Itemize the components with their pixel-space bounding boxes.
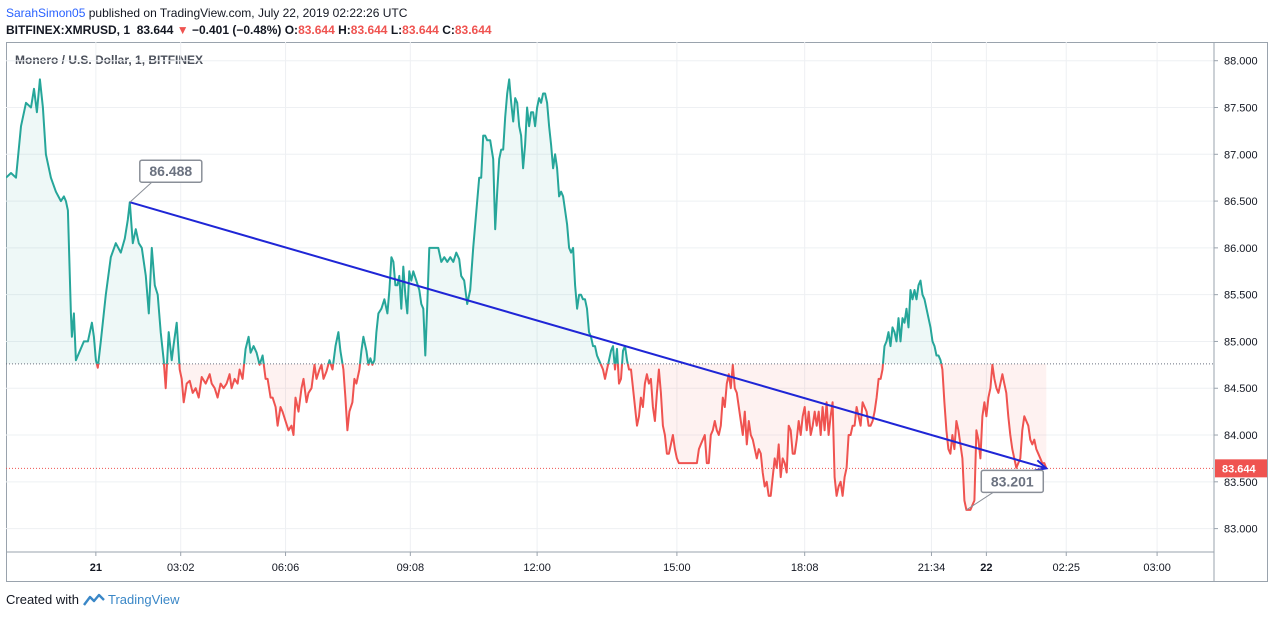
low-value: 83.644 xyxy=(402,23,439,37)
y-tick-label: 83.500 xyxy=(1224,477,1258,489)
close-value: 83.644 xyxy=(454,23,492,37)
y-tick-label: 87.500 xyxy=(1224,103,1258,115)
price-change: −0.401 (−0.48%) xyxy=(191,23,282,37)
y-tick-label: 83.000 xyxy=(1224,524,1258,536)
x-tick-label: 02:25 xyxy=(1052,562,1080,574)
y-tick-label: 84.500 xyxy=(1224,383,1258,395)
trend-line[interactable] xyxy=(129,201,1047,470)
start-price-callout-box[interactable] xyxy=(139,159,203,183)
low-label: L: xyxy=(390,23,403,37)
x-tick-label: 21:34 xyxy=(918,562,946,574)
footer: Created with TradingView xyxy=(6,592,180,607)
y-tick-label: 88.000 xyxy=(1224,56,1258,68)
area-fill-above-baseline xyxy=(6,79,1047,364)
price-chart[interactable]: Monero / U.S. Dollar, 1, BITFINEX 88.000 8… xyxy=(6,42,1268,582)
y-tick-label: 84.000 xyxy=(1224,430,1258,442)
start-price-callout-pointer xyxy=(129,181,153,203)
high-value: 83.644 xyxy=(350,23,388,37)
price-line-above-baseline[interactable] xyxy=(6,78,1046,510)
x-tick-label: 18:08 xyxy=(791,562,819,574)
tradingview-logo-icon xyxy=(83,593,105,606)
chart-title: Monero / U.S. Dollar, 1, BITFINEX xyxy=(15,53,203,67)
x-tick-label: 03:00 xyxy=(1143,562,1171,574)
x-tick-label: 21 xyxy=(90,562,102,574)
y-tick-label: 86.500 xyxy=(1224,196,1258,208)
tradingview-brand-link[interactable]: TradingView xyxy=(107,592,180,607)
publish-header: SarahSimon05 published on TradingView.co… xyxy=(6,5,492,39)
x-tick-label: 03:02 xyxy=(167,562,195,574)
open-value: 83.644 xyxy=(298,23,335,37)
published-text: published on TradingView.com, July 22, 2… xyxy=(85,6,408,20)
author-link[interactable]: SarahSimon05 xyxy=(6,6,86,20)
end-price-callout-pointer xyxy=(966,491,994,511)
y-tick-label: 85.000 xyxy=(1224,336,1258,348)
y-tick-label: 87.000 xyxy=(1224,149,1258,161)
end-price-callout-text: 83.201 xyxy=(991,473,1034,489)
open-label: O: xyxy=(284,23,299,37)
symbol-name: BITFINEX:XMRUSD, 1 xyxy=(6,23,131,37)
down-arrow-icon: ▼ xyxy=(176,23,189,37)
y-tick-label: 85.500 xyxy=(1224,290,1258,302)
x-tick-label: 06:06 xyxy=(272,562,300,574)
symbol-quote-line: BITFINEX:XMRUSD, 1 83.644 ▼ −0.401 (−0.4… xyxy=(6,22,492,39)
x-tick-label: 12:00 xyxy=(523,562,551,574)
last-price-badge-label: 83.644 xyxy=(1222,463,1257,475)
close-label: C: xyxy=(442,23,455,37)
last-price: 83.644 xyxy=(136,23,174,37)
start-price-callout-text: 86.488 xyxy=(149,163,192,179)
y-tick-label: 86.000 xyxy=(1224,243,1258,255)
chart-frame xyxy=(6,42,1268,582)
publish-info: SarahSimon05 published on TradingView.co… xyxy=(6,5,492,22)
end-price-callout-box[interactable] xyxy=(980,469,1045,494)
x-tick-label: 09:08 xyxy=(397,562,425,574)
x-tick-label: 15:00 xyxy=(663,562,691,574)
created-with-text: Created with xyxy=(6,592,79,607)
x-tick-label: 22 xyxy=(980,562,992,574)
high-label: H: xyxy=(338,23,351,37)
last-price-badge xyxy=(1215,459,1267,478)
